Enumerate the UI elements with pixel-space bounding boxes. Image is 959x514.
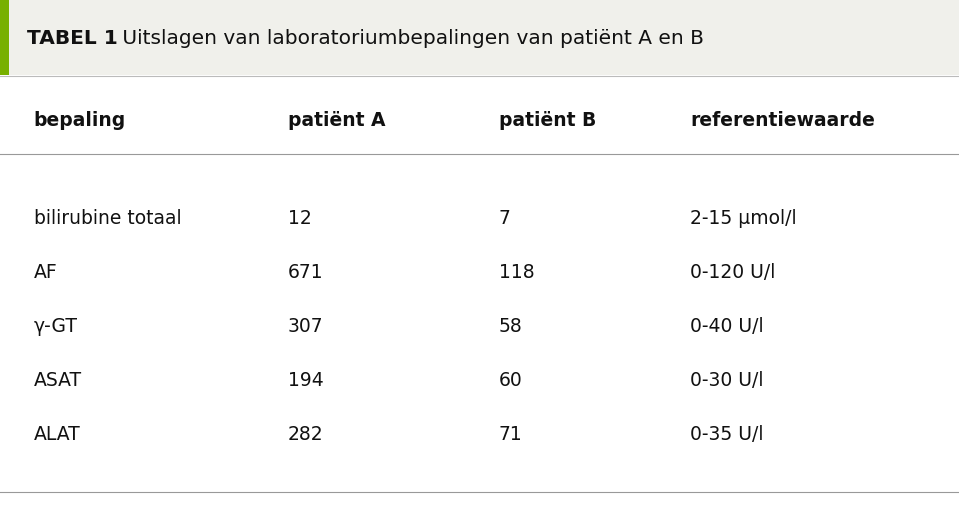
Text: γ-GT: γ-GT <box>34 317 78 336</box>
Text: 118: 118 <box>499 263 534 282</box>
Text: patiënt A: patiënt A <box>288 112 386 130</box>
Text: ASAT: ASAT <box>34 371 82 390</box>
Text: bepaling: bepaling <box>34 112 126 130</box>
Text: bilirubine totaal: bilirubine totaal <box>34 209 181 228</box>
Text: referentiewaarde: referentiewaarde <box>690 112 876 130</box>
Text: 307: 307 <box>288 317 323 336</box>
Text: 71: 71 <box>499 425 523 444</box>
Text: 2-15 μmol/l: 2-15 μmol/l <box>690 209 797 228</box>
Text: TABEL 1: TABEL 1 <box>27 29 118 48</box>
Text: patiënt B: patiënt B <box>499 112 596 130</box>
Text: 0-40 U/l: 0-40 U/l <box>690 317 764 336</box>
Text: 0-35 U/l: 0-35 U/l <box>690 425 764 444</box>
Text: 0-120 U/l: 0-120 U/l <box>690 263 776 282</box>
FancyBboxPatch shape <box>0 0 9 75</box>
Text: AF: AF <box>34 263 58 282</box>
FancyBboxPatch shape <box>0 0 959 75</box>
Text: 282: 282 <box>288 425 323 444</box>
Text: 7: 7 <box>499 209 510 228</box>
Text: 0-30 U/l: 0-30 U/l <box>690 371 764 390</box>
Text: ALAT: ALAT <box>34 425 81 444</box>
Text: 671: 671 <box>288 263 323 282</box>
Text: Uitslagen van laboratoriumbepalingen van patiënt A en B: Uitslagen van laboratoriumbepalingen van… <box>116 29 704 48</box>
Text: 60: 60 <box>499 371 523 390</box>
Text: 12: 12 <box>288 209 312 228</box>
Text: 58: 58 <box>499 317 523 336</box>
Text: 194: 194 <box>288 371 323 390</box>
